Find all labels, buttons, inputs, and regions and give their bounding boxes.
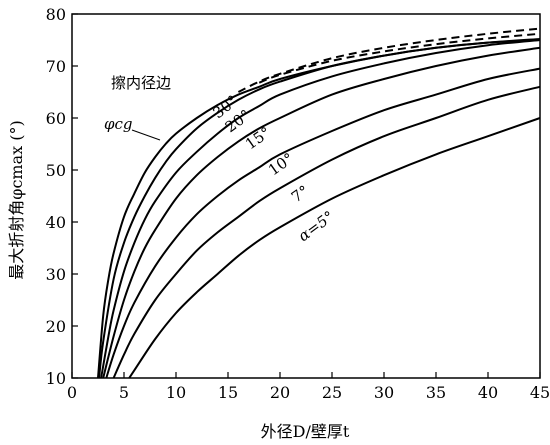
x-tick-label: 30: [374, 383, 394, 402]
series-label-7: 7°: [288, 182, 312, 207]
plot-frame: [71, 13, 541, 379]
plot-frame-group: [71, 13, 541, 379]
y-tick-label: 30: [46, 265, 66, 284]
ticks-group: 0 5 10 15 20 25 30 35 40 45 10 20 30 40 50 60 70 80: [46, 5, 550, 402]
y-tick-label: 70: [46, 57, 66, 76]
series-label-10: 10°: [265, 149, 297, 179]
series-label-15: 15°: [242, 123, 274, 153]
x-tick-label: 5: [119, 383, 129, 402]
x-tick-label: 15: [218, 383, 238, 402]
y-tick-label: 10: [46, 369, 66, 388]
dashed-curve-7: [237, 27, 541, 93]
x-tick-label: 0: [67, 383, 77, 402]
series-label-alpha-5: α=5°: [295, 207, 338, 245]
y-axis-title: 最大折射角φcmax (°): [7, 120, 26, 279]
series-curve-10: [105, 67, 541, 379]
series-curve-15: [102, 46, 541, 379]
x-tick-label: 45: [530, 383, 550, 402]
x-tick-label: 20: [270, 383, 290, 402]
x-tick-label: 40: [478, 383, 498, 402]
x-axis-title: 外径D/壁厚t: [261, 422, 350, 441]
y-tick-label: 20: [46, 317, 66, 336]
series-label-phi-cg: φcg: [104, 115, 133, 133]
series-curve-5: [128, 117, 541, 379]
y-tick-label: 50: [46, 161, 66, 180]
series-curve-20: [100, 39, 541, 379]
annotation-inner-edge: 擦内径边: [111, 74, 171, 92]
curves-group: [97, 27, 541, 379]
y-tick-label: 40: [46, 213, 66, 232]
y-tick-label: 80: [46, 5, 66, 24]
x-tick-label: 10: [166, 383, 186, 402]
y-tick-label: 60: [46, 109, 66, 128]
x-tick-label: 25: [322, 383, 342, 402]
phi-cg-leader-line: [131, 129, 161, 141]
series-curve-7: [112, 85, 541, 379]
series-curve-30: [98, 37, 541, 379]
x-tick-label: 35: [426, 383, 446, 402]
